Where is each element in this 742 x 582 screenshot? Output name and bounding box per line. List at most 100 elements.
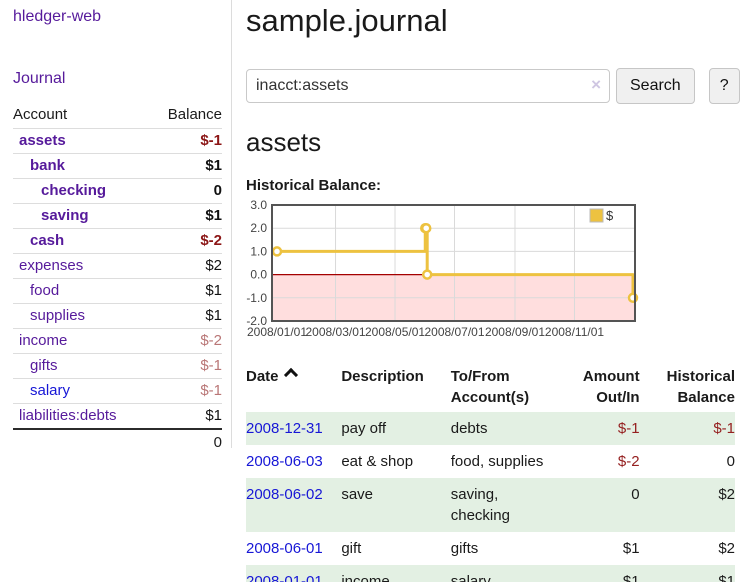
- transaction-description: pay off: [341, 420, 387, 437]
- transaction-date-link[interactable]: 2008-06-01: [246, 540, 323, 557]
- sidebar-item-journal[interactable]: Journal: [13, 70, 66, 87]
- account-link-bank[interactable]: bank: [30, 157, 66, 174]
- svg-text:2.0: 2.0: [250, 221, 267, 235]
- account-row: supplies $1: [13, 303, 222, 329]
- account-row: assets $-1: [13, 128, 222, 154]
- svg-text:3.0: 3.0: [250, 198, 267, 212]
- transaction-accounts: gifts: [450, 540, 479, 557]
- accounts-table: Account Balance assets $-1 bank $1 checkin…: [13, 103, 222, 455]
- svg-text:2008/03/01: 2008/03/01: [305, 325, 365, 339]
- svg-text:1.0: 1.0: [250, 244, 267, 258]
- register-header-row: Date Description To/From Account(s) Amou…: [246, 362, 735, 412]
- transaction-accounts: debts: [450, 420, 488, 437]
- help-button[interactable]: ?: [708, 68, 740, 104]
- svg-text:$: $: [606, 208, 614, 223]
- svg-text:2008/11/01: 2008/11/01: [545, 325, 604, 339]
- svg-text:-1.0: -1.0: [246, 291, 267, 305]
- transaction-balance: 0: [726, 453, 735, 470]
- account-balance: $1: [150, 303, 222, 329]
- search-button[interactable]: Search: [616, 68, 695, 104]
- transaction-balance: $2: [718, 540, 735, 557]
- main-content: sample.journal × Search ? assets Histori…: [232, 0, 742, 582]
- register-header-balance: Historical Balance: [666, 368, 735, 406]
- svg-text:2008/01/01: 2008/01/01: [247, 325, 307, 339]
- historical-balance-chart: $3.0 2.0 1.0 0.0 -1.0 -2.0 2008/01/01 2008/03/0…: [238, 198, 742, 344]
- page-title: sample.journal: [246, 3, 448, 38]
- account-balance: $1: [150, 278, 222, 304]
- transaction-accounts: food, supplies: [450, 453, 544, 470]
- account-link-expenses[interactable]: expenses: [19, 257, 84, 274]
- transaction-amount: $1: [622, 540, 640, 557]
- transaction-description: income: [341, 573, 390, 582]
- account-balance: $-1: [150, 128, 222, 154]
- register-header-description: Description: [341, 368, 424, 385]
- transaction-date-link[interactable]: 2008-06-03: [246, 453, 323, 470]
- transaction-date-link[interactable]: 2008-01-01: [246, 573, 323, 582]
- accounts-header-account: Account: [13, 103, 151, 129]
- register-row: 2008-06-03 eat & shop food, supplies $-2…: [246, 445, 735, 478]
- register-header-amount: Amount Out/In: [582, 368, 640, 406]
- account-link-checking[interactable]: checking: [41, 182, 107, 199]
- account-balance: $1: [150, 153, 222, 179]
- transaction-balance: $2: [718, 486, 735, 503]
- register-row: 2008-01-01 income salary $1 $1: [246, 565, 735, 582]
- account-row: food $1: [13, 278, 222, 304]
- transaction-date-link[interactable]: 2008-12-31: [246, 420, 323, 437]
- transaction-description: gift: [341, 540, 362, 557]
- transaction-accounts: salary: [450, 573, 491, 582]
- chart-title: Historical Balance:: [246, 177, 382, 194]
- register-table: Date Description To/From Account(s) Amou…: [246, 362, 735, 582]
- transaction-date-link[interactable]: 2008-06-02: [246, 486, 323, 503]
- account-balance: $-2: [150, 228, 222, 254]
- accounts-total-value: 0: [150, 428, 222, 455]
- svg-text:2008/09/01: 2008/09/01: [485, 325, 545, 339]
- search-box: ×: [246, 69, 610, 103]
- account-link-cash[interactable]: cash: [30, 232, 65, 249]
- account-link-liabilities-debts[interactable]: liabilities:debts: [19, 407, 117, 424]
- account-link-income[interactable]: income: [19, 332, 68, 349]
- transaction-amount: $-1: [617, 420, 640, 437]
- search-form: × Search ?: [246, 68, 742, 104]
- account-row: cash $-2: [13, 228, 222, 254]
- register-header-accounts: To/From Account(s): [450, 368, 530, 406]
- account-row: liabilities:debts $1: [13, 403, 222, 430]
- account-balance: $1: [150, 203, 222, 229]
- account-row: checking 0: [13, 178, 222, 204]
- account-balance: $-1: [150, 378, 222, 404]
- app-title-link[interactable]: hledger-web: [13, 8, 102, 25]
- register-row: 2008-12-31 pay off debts $-1 $-1: [246, 412, 735, 445]
- transaction-balance: $-1: [713, 420, 735, 437]
- accounts-header-balance: Balance: [150, 103, 222, 129]
- register-header-date[interactable]: Date: [246, 362, 341, 412]
- svg-text:2008/05/01: 2008/05/01: [365, 325, 425, 339]
- transaction-balance: $1: [718, 573, 735, 582]
- account-link-saving[interactable]: saving: [41, 207, 89, 224]
- account-row: bank $1: [13, 153, 222, 179]
- account-heading: assets: [246, 127, 322, 157]
- account-link-gifts[interactable]: gifts: [30, 357, 58, 374]
- search-input[interactable]: [246, 69, 610, 103]
- account-balance: $-2: [150, 328, 222, 354]
- svg-text:0.0: 0.0: [250, 268, 267, 282]
- account-link-supplies[interactable]: supplies: [30, 307, 86, 324]
- transaction-description: save: [341, 486, 374, 503]
- account-balance: 0: [150, 178, 222, 204]
- svg-text:-2.0: -2.0: [246, 314, 267, 328]
- account-link-food[interactable]: food: [30, 282, 60, 299]
- transaction-description: eat & shop: [341, 453, 414, 470]
- account-link-assets[interactable]: assets: [19, 132, 66, 149]
- sort-ascending-icon[interactable]: [283, 367, 298, 383]
- account-row: gifts $-1: [13, 353, 222, 379]
- sidebar: hledger-web Journal Account Balance asse…: [0, 0, 232, 455]
- clear-search-icon[interactable]: ×: [591, 75, 601, 94]
- account-link-salary[interactable]: salary: [30, 382, 71, 399]
- account-row: expenses $2: [13, 253, 222, 279]
- account-row: income $-2: [13, 328, 222, 354]
- transaction-accounts: saving, checking: [450, 486, 510, 524]
- account-balance: $2: [150, 253, 222, 279]
- account-row: saving $1: [13, 203, 222, 229]
- account-balance: $1: [150, 403, 222, 430]
- transaction-amount: 0: [631, 486, 640, 503]
- accounts-header-row: Account Balance: [13, 103, 222, 129]
